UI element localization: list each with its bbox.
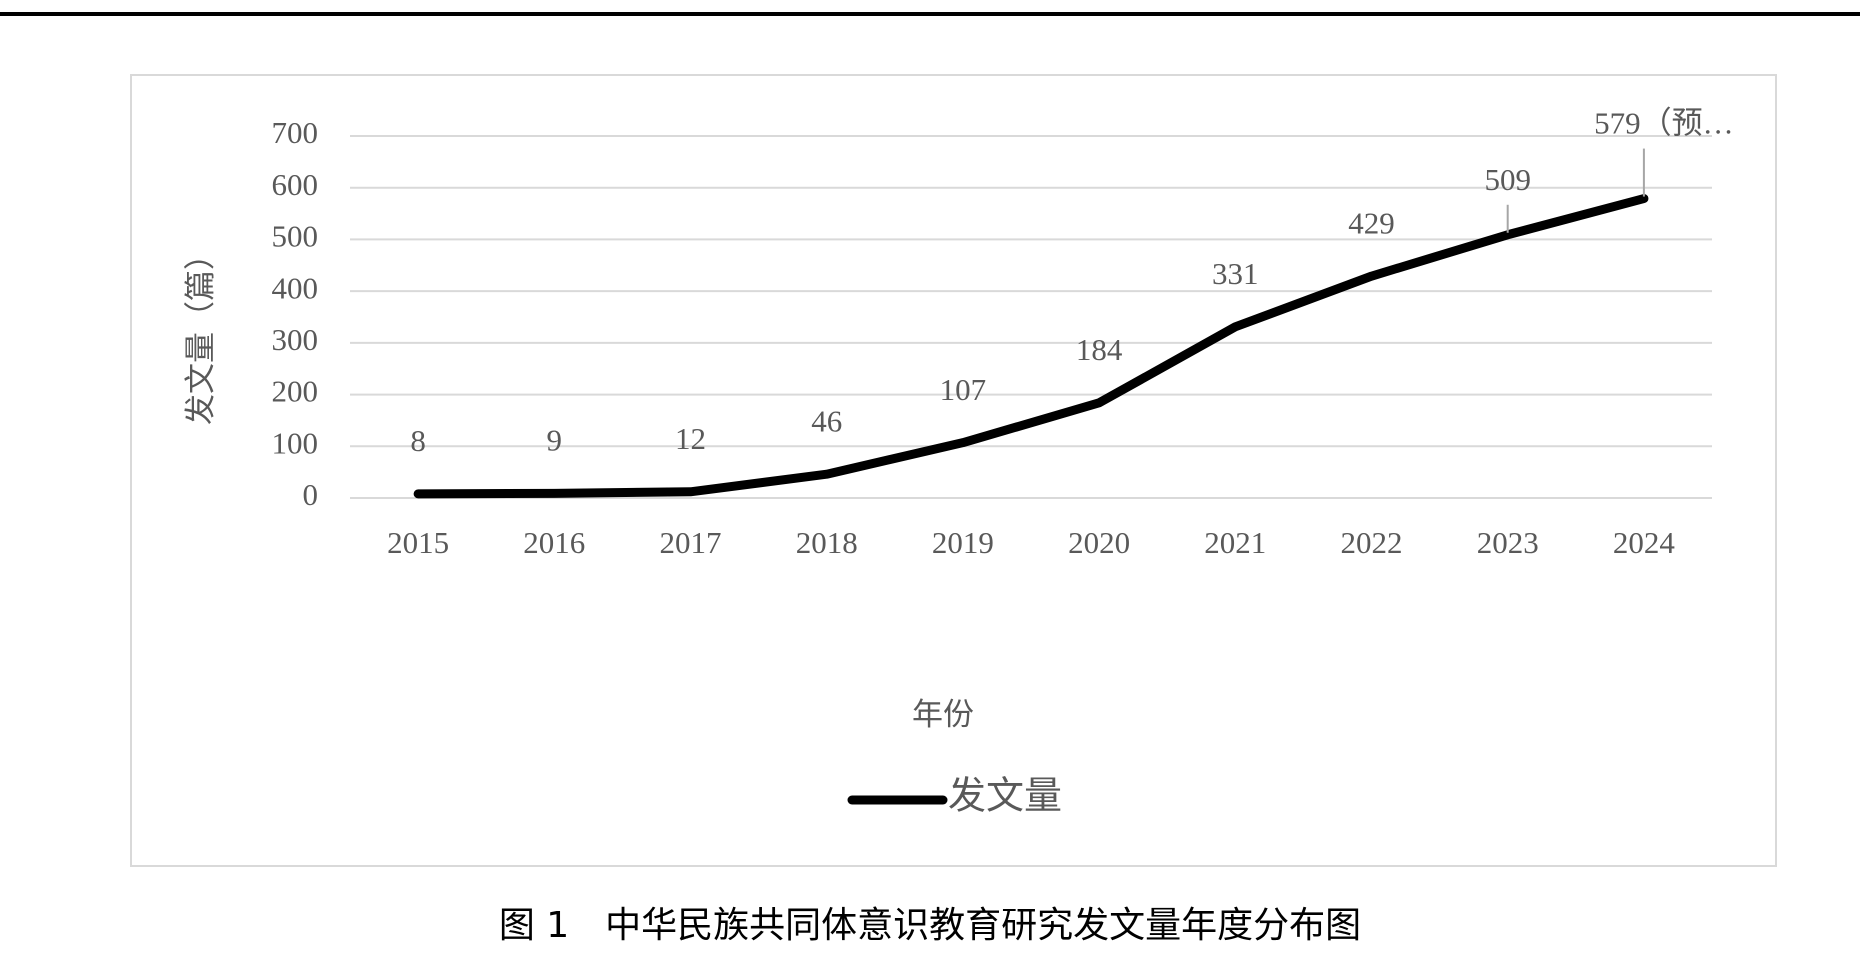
y-tick-label: 500 (272, 219, 319, 254)
legend-label: 发文量 (948, 776, 1062, 818)
x-tick-label: 2024 (1613, 525, 1676, 560)
x-tick-label: 2022 (1341, 525, 1403, 560)
x-tick-label: 2023 (1477, 525, 1539, 560)
data-label: 8 (410, 423, 426, 458)
x-tick-label: 2016 (523, 525, 585, 560)
y-tick-label: 700 (272, 115, 319, 150)
y-tick-label: 200 (272, 374, 319, 409)
x-tick-label: 2018 (796, 525, 858, 560)
x-tick-label: 2019 (932, 525, 994, 560)
data-label: 46 (811, 403, 842, 438)
data-label: 579（预… (1594, 106, 1734, 141)
data-label: 9 (547, 422, 563, 457)
top-rule (0, 12, 1860, 16)
data-line (413, 194, 1649, 499)
y-axis-title: 发文量（篇） (183, 239, 218, 425)
chart-frame (130, 74, 1777, 867)
data-label: 429 (1348, 205, 1395, 240)
data-label: 12 (675, 421, 706, 456)
data-label: 184 (1076, 332, 1123, 367)
x-tick-label: 2021 (1204, 525, 1266, 560)
y-tick-label: 100 (272, 425, 319, 460)
data-label: 331 (1212, 256, 1259, 291)
y-tick-label: 600 (272, 167, 319, 202)
data-label: 509 (1484, 162, 1531, 197)
x-tick-label: 2020 (1068, 525, 1130, 560)
x-tick-label: 2017 (660, 525, 722, 560)
x-axis-title: 年份 (912, 697, 974, 732)
y-tick-label: 300 (272, 322, 319, 357)
data-label: 107 (940, 372, 987, 407)
x-tick-label: 2015 (387, 525, 449, 560)
caption: 图 1 中华民族共同体意识教育研究发文量年度分布图 (499, 905, 1361, 946)
y-tick-label: 0 (303, 477, 319, 512)
y-tick-label: 400 (272, 270, 319, 305)
